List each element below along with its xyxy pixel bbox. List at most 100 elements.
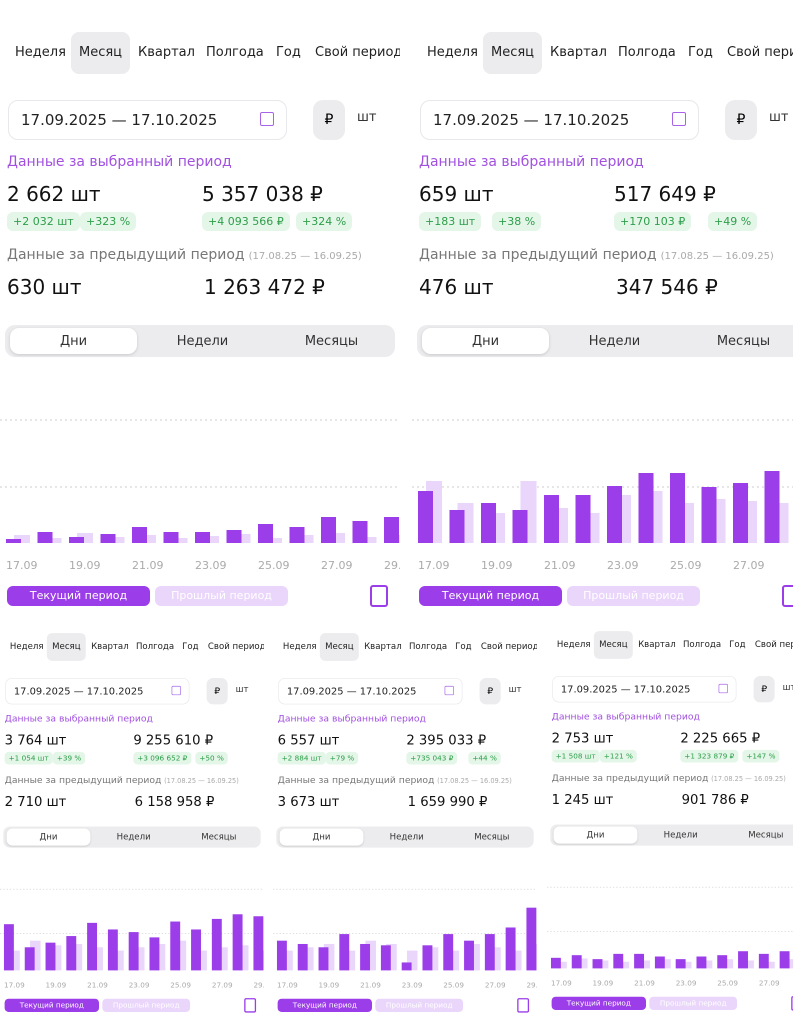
sum-pct: +50 % [195, 751, 228, 765]
date-range-input[interactable]: 17.09.2025 — 17.10.2025 [420, 100, 699, 140]
currency-button[interactable]: ₽ [206, 678, 228, 705]
previous-bar [743, 960, 754, 969]
previous-bar [427, 947, 439, 971]
unit-button[interactable]: шт [782, 682, 793, 693]
legend-current[interactable]: Текущий период [551, 996, 646, 1010]
period-tab[interactable]: Месяц [71, 32, 131, 74]
currency-button[interactable]: ₽ [479, 678, 501, 705]
export-icon[interactable] [517, 998, 530, 1013]
current-bar [128, 932, 139, 971]
unit-button[interactable]: шт [235, 684, 249, 695]
current-bar [638, 473, 654, 543]
granularity-tab[interactable]: Дни [312, 832, 331, 843]
unit-button[interactable]: шт [769, 110, 789, 125]
period-tab[interactable]: Свой период [315, 45, 400, 60]
period-tab[interactable]: Неделя [282, 641, 317, 652]
qty-delta: +2 884 шт [277, 751, 326, 765]
granularity-tab[interactable]: Месяцы [716, 334, 771, 349]
x-tick-label: 19.09 [593, 979, 614, 988]
period-tab[interactable]: Год [455, 641, 472, 652]
period-tab[interactable]: Полгода [206, 45, 264, 60]
segment-active [6, 828, 91, 846]
legend-previous[interactable]: Прошлый период [567, 586, 700, 606]
sum: 517 649 ₽ [614, 182, 716, 206]
period-tab[interactable]: Квартал [638, 639, 676, 650]
legend-previous[interactable]: Прошлый период [375, 998, 464, 1012]
sum-pct: +324 % [296, 212, 353, 231]
period-tab[interactable]: Полгода [682, 639, 722, 650]
currency-button[interactable]: ₽ [313, 100, 345, 140]
legend-current[interactable]: Текущий период [7, 586, 150, 606]
current-bar [211, 918, 222, 971]
sum: 2 395 033 ₽ [406, 732, 487, 748]
granularity-tab[interactable]: Дни [59, 334, 88, 349]
legend-previous[interactable]: Прошлый период [102, 998, 191, 1012]
granularity-tab[interactable]: Месяцы [748, 830, 784, 841]
qty: 6 557 шт [277, 732, 340, 748]
period-tab[interactable]: Месяц [593, 631, 633, 659]
date-range-input[interactable]: 17.09.2025 — 17.10.2025 [552, 676, 737, 703]
period-tab[interactable]: Неделя [9, 641, 44, 652]
period-tab[interactable]: Месяц [319, 633, 359, 661]
segment-active [279, 828, 364, 846]
granularity-tab[interactable]: Недели [588, 334, 641, 349]
period-tab[interactable]: Год [729, 639, 746, 650]
period-tab[interactable]: Месяц [483, 32, 543, 74]
period-tab[interactable]: Год [688, 45, 713, 60]
legend-previous[interactable]: Прошлый период [649, 996, 738, 1010]
period-tab[interactable]: Неделя [15, 45, 66, 60]
period-tab[interactable]: Месяц [46, 633, 86, 661]
export-icon[interactable] [791, 996, 793, 1011]
legend-current[interactable]: Текущий период [419, 586, 562, 606]
granularity-tab[interactable]: Недели [663, 830, 698, 841]
granularity-tab[interactable]: Месяцы [304, 334, 359, 349]
legend-current[interactable]: Текущий период [4, 998, 100, 1012]
export-icon[interactable] [244, 998, 257, 1013]
period-tab[interactable]: Свой период [754, 639, 793, 650]
period-tab[interactable]: Свой период [207, 641, 264, 652]
previous-bar [234, 534, 251, 543]
sum-delta: +4 093 566 ₽ [202, 212, 290, 231]
period-tab[interactable]: Неделя [556, 639, 591, 650]
period-tab[interactable]: Год [276, 45, 301, 60]
period-tab[interactable]: Полгода [135, 641, 175, 652]
period-tab[interactable]: Полгода [408, 641, 448, 652]
previous-range: (17.08.25 — 16.09.25) [660, 251, 774, 262]
period-tab[interactable]: Квартал [364, 641, 402, 652]
date-range-input[interactable]: 17.09.2025 — 17.10.2025 [278, 678, 463, 705]
period-tab[interactable]: Квартал [550, 45, 607, 60]
current-bar [654, 956, 665, 969]
period-tab[interactable]: Свой период [480, 641, 537, 652]
date-range-input[interactable]: 17.09.2025 — 17.10.2025 [5, 678, 190, 705]
qty-delta: +1 508 шт [551, 749, 600, 763]
granularity-tab[interactable]: Дни [471, 334, 500, 349]
current-bar [634, 953, 645, 969]
currency-button[interactable]: ₽ [725, 100, 757, 140]
date-range-input[interactable]: 17.09.2025 — 17.10.2025 [8, 100, 287, 140]
granularity-tab[interactable]: Месяцы [474, 832, 510, 843]
export-icon[interactable] [370, 585, 388, 607]
period-tab[interactable]: Неделя [427, 45, 478, 60]
unit-button[interactable]: шт [508, 684, 522, 695]
current-bar [384, 517, 399, 543]
currency-button[interactable]: ₽ [753, 676, 775, 703]
granularity-tab[interactable]: Дни [586, 830, 605, 841]
export-icon[interactable] [782, 585, 793, 607]
legend-current[interactable]: Текущий период [277, 998, 372, 1012]
granularity-tab[interactable]: Недели [116, 832, 151, 843]
granularity-tab[interactable]: Недели [389, 832, 424, 843]
period-tab[interactable]: Полгода [618, 45, 676, 60]
previous-bar [639, 960, 650, 969]
granularity-tab[interactable]: Месяцы [201, 832, 237, 843]
granularity-tab[interactable]: Дни [39, 832, 58, 843]
unit-button[interactable]: шт [357, 110, 377, 125]
period-tab[interactable]: Квартал [138, 45, 195, 60]
calendar-icon [260, 112, 274, 126]
granularity-tab[interactable]: Недели [176, 334, 229, 349]
period-tab[interactable]: Квартал [91, 641, 129, 652]
period-tab[interactable]: Свой период [727, 45, 793, 60]
legend-previous[interactable]: Прошлый период [155, 586, 288, 606]
period-tab[interactable]: Год [182, 641, 199, 652]
current-bar [339, 934, 350, 971]
bar-chart: 17.09 19.09 21.09 23.09 25.09 27.09 29.09 [0, 419, 400, 572]
